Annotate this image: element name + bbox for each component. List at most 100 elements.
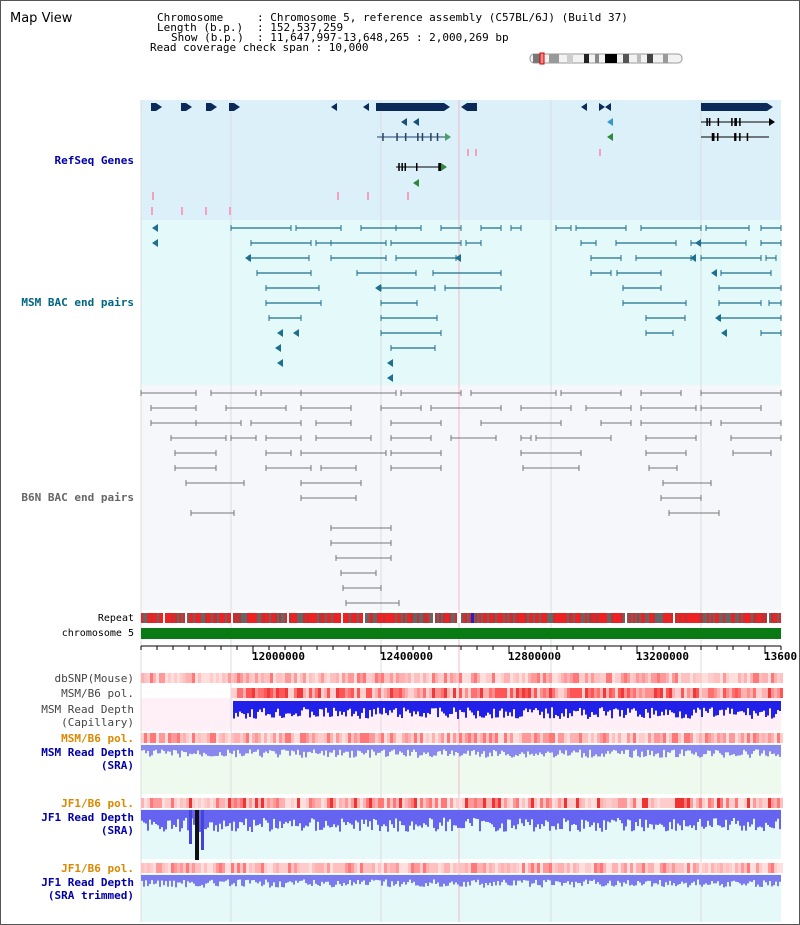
depth-bar [275,810,277,828]
depth-bar [217,745,219,756]
pol-cell [663,798,666,808]
depth-bar [479,810,481,832]
depth-bar [279,745,281,755]
pol-cell [330,688,333,698]
depth-bar [163,810,165,832]
pol-cell [390,733,393,743]
depth-bar [335,745,337,757]
depth-bar [183,875,185,881]
depth-bar [699,875,701,885]
pol-cell [195,733,198,743]
pol-cell [378,688,381,698]
pol-cell [570,673,573,683]
pol-cell [690,673,693,683]
exon [401,163,403,171]
ideogram-view-marker[interactable] [539,52,545,65]
chromosome-ideogram[interactable] [529,52,685,66]
depth-bar [775,875,777,882]
depth-bar [195,745,197,754]
depth-bar [569,701,571,714]
pol-cell [543,798,546,808]
pol-cell [561,688,564,698]
pol-cell [543,688,546,698]
pol-cell [198,733,201,743]
pol-cell [246,798,249,808]
depth-bar [525,701,527,709]
pol-cell [408,688,411,698]
pol-cell [339,733,342,743]
repeat-element [219,613,221,623]
pol-cell [249,688,252,698]
depth-bar [253,745,255,752]
depth-bar [471,745,473,752]
repeat-element [655,613,657,623]
pol-cell [438,798,441,808]
depth-bar [561,701,563,714]
pol-cell [495,688,498,698]
pol-cell [180,798,183,808]
depth-bar [463,875,465,882]
pol-cell [549,673,552,683]
pol-cell [672,863,675,873]
pol-cell [456,673,459,683]
pol-cell [477,673,480,683]
pol-cell [234,733,237,743]
depth-bar [645,810,647,820]
depth-bar [735,701,737,715]
depth-bar [469,810,471,824]
pol-cell [435,733,438,743]
pol-cell [300,733,303,743]
depth-bar [371,810,373,831]
depth-bar [431,810,433,820]
depth-bar [489,810,491,823]
pol-cell [522,733,525,743]
repeat-element [331,613,333,623]
depth-bar [235,745,237,758]
depth-bar [285,875,287,884]
pol-cell [489,798,492,808]
depth-bar [667,745,669,753]
depth-bar [351,701,353,717]
pol-cell [633,673,636,683]
depth-bar [147,875,149,887]
repeat-element [597,613,599,623]
depth-bar [681,810,683,831]
pol-cell [393,673,396,683]
depth-spike [195,810,199,860]
repeat-element [187,613,189,623]
depth-bar [491,810,493,825]
pol-cell [354,688,357,698]
pol-cell [639,733,642,743]
depth-bar [639,701,641,715]
depth-bar [423,745,425,753]
pol-cell [267,733,270,743]
depth-bar [581,875,583,886]
pol-cell [201,863,204,873]
depth-bar [305,875,307,884]
depth-bar [533,810,535,832]
depth-bar [725,875,727,887]
depth-bar [453,745,455,756]
pol-cell [306,673,309,683]
pol-cell [603,733,606,743]
depth-bar [249,701,251,718]
depth-bar [341,745,343,756]
depth-bar [709,875,711,885]
exon [739,133,741,141]
repeat-element [479,613,481,623]
depth-bar [721,810,723,828]
depth-bar [525,745,527,758]
depth-bar [559,701,561,719]
depth-bar [677,701,679,718]
pol-cell [750,733,753,743]
depth-bar [227,875,229,880]
depth-bar [251,875,253,881]
depth-bar [247,810,249,831]
pol-cell [525,688,528,698]
pol-cell [627,733,630,743]
pol-cell [489,733,492,743]
depth-bar [589,745,591,750]
pol-cell [387,798,390,808]
depth-bar [623,810,625,831]
